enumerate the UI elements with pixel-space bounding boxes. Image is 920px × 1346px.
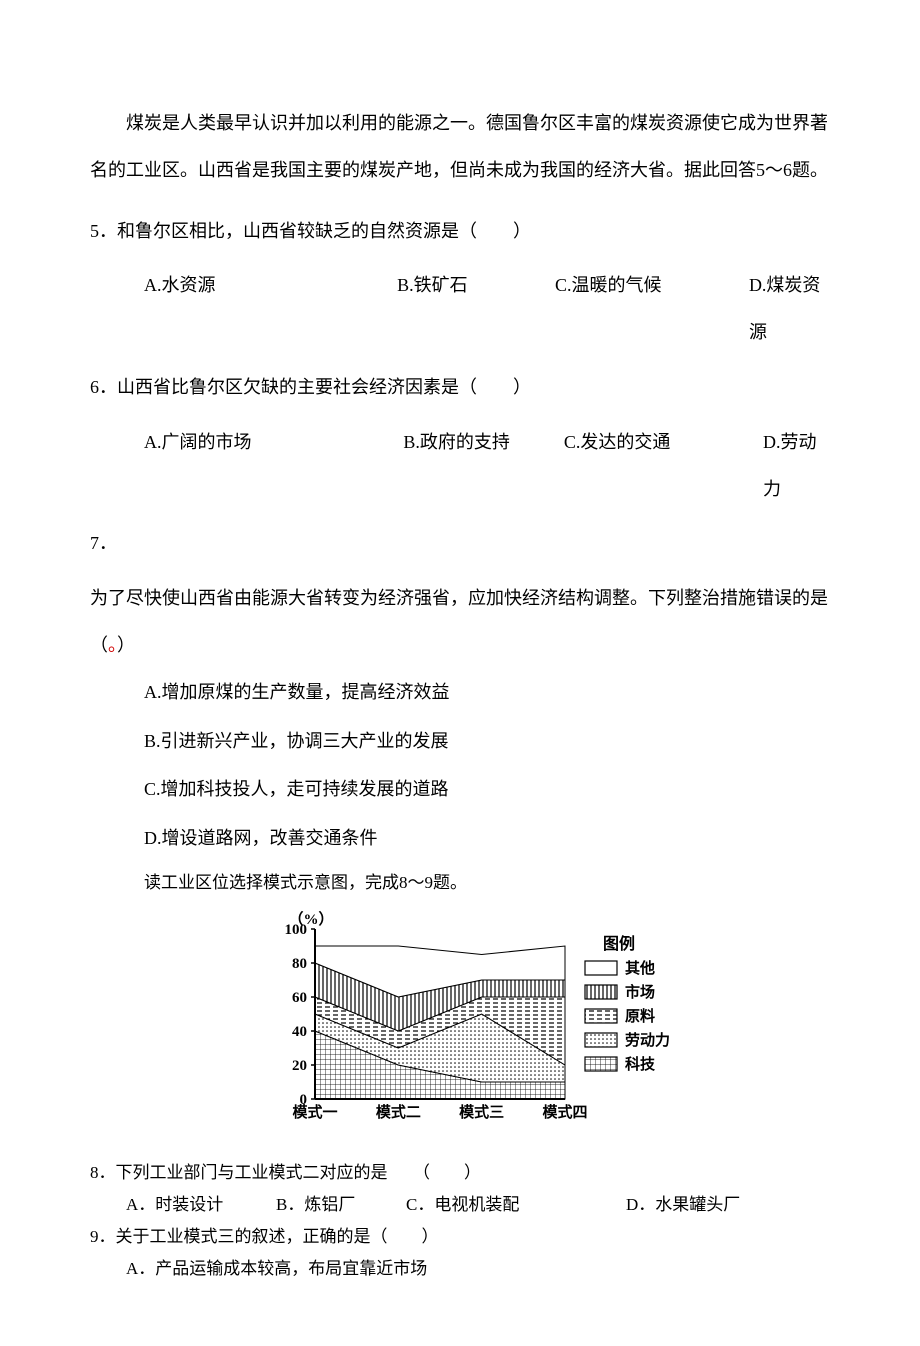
q7-body: 为了尽快使山西省由能源大省转变为经济强省，应加快经济结构调整。下列整治措施错误的…: [90, 575, 830, 669]
svg-text:20: 20: [292, 1058, 307, 1074]
q9-opt-a: A．产品运输成本较高，布局宜靠近市场: [90, 1253, 830, 1285]
svg-text:80: 80: [292, 956, 307, 972]
q8-opt-a: A．时装设计: [126, 1189, 276, 1221]
q5-stem: 5．和鲁尔区相比，山西省较缺乏的自然资源是（ ）: [90, 208, 830, 255]
location-model-chart: 020406080100（%）模式一模式二模式三模式四图例其他市场原料劳动力科技: [90, 909, 830, 1139]
svg-text:模式三: 模式三: [459, 1103, 504, 1121]
q7-dot: 。: [108, 635, 117, 655]
chart-svg: 020406080100（%）模式一模式二模式三模式四图例其他市场原料劳动力科技: [245, 909, 675, 1139]
q5-opt-a: A.水资源: [144, 262, 325, 356]
svg-text:（%）: （%）: [288, 910, 333, 928]
q7-num: 7．: [90, 520, 830, 567]
svg-text:劳动力: 劳动力: [625, 1031, 670, 1049]
q7-body-1: 为了尽快使山西省由能源大省转变为经济强省，应加快经济结构调整。下列整治措施错误的…: [90, 588, 828, 655]
q5-opt-b: B.铁矿石: [397, 262, 515, 356]
q7-opt-a: A.增加原煤的生产数量，提高经济效益: [90, 669, 830, 716]
q6-opt-a: A.广阔的市场: [144, 419, 331, 513]
q7-opt-d: D.增设道路网，改善交通条件: [90, 815, 830, 862]
svg-text:其他: 其他: [625, 959, 655, 977]
q6-stem: 6．山西省比鲁尔区欠缺的主要社会经济因素是（ ）: [90, 364, 830, 411]
svg-text:模式一: 模式一: [292, 1103, 337, 1121]
svg-text:图例: 图例: [603, 934, 635, 953]
q8-opt-d: D．水果罐头厂: [626, 1189, 740, 1221]
q5-opt-d: D.煤炭资源: [749, 262, 830, 356]
intro-56: 煤炭是人类最早认识并加以利用的能源之一。德国鲁尔区丰富的煤炭资源使它成为世界著名…: [90, 100, 830, 194]
q8-stem: 8．下列工业部门与工业模式二对应的是 （ ）: [90, 1157, 830, 1189]
q8-options: A．时装设计 B．炼铝厂 C．电视机装配 D．水果罐头厂: [90, 1189, 830, 1221]
q8-opt-b: B．炼铝厂: [276, 1189, 406, 1221]
q7-opt-c: C.增加科技投人，走可持续发展的道路: [90, 766, 830, 813]
q7-opt-b: B.引进新兴产业，协调三大产业的发展: [90, 718, 830, 765]
svg-text:模式二: 模式二: [376, 1103, 421, 1121]
q7-body-2: ）: [117, 635, 135, 655]
q6-opt-b: B.政府的支持: [403, 419, 543, 513]
svg-text:科技: 科技: [625, 1055, 656, 1073]
svg-text:市场: 市场: [625, 983, 655, 1001]
svg-text:60: 60: [292, 990, 307, 1006]
svg-text:40: 40: [292, 1024, 307, 1040]
q9-stem: 9．关于工业模式三的叙述，正确的是（ ）: [90, 1221, 830, 1253]
q5-opt-c: C.温暖的气候: [555, 262, 709, 356]
q8-opt-c: C．电视机装配: [406, 1189, 626, 1221]
svg-text:原料: 原料: [625, 1007, 655, 1025]
svg-text:模式四: 模式四: [542, 1103, 587, 1121]
intro-89: 读工业区位选择模式示意图，完成8～9题。: [90, 868, 830, 899]
q6-options: A.广阔的市场 B.政府的支持 C.发达的交通 D.劳动力: [90, 419, 830, 513]
q6-opt-d: D.劳动力: [763, 419, 830, 513]
q5-options: A.水资源 B.铁矿石 C.温暖的气候 D.煤炭资源: [90, 262, 830, 356]
q6-opt-c: C.发达的交通: [564, 419, 723, 513]
